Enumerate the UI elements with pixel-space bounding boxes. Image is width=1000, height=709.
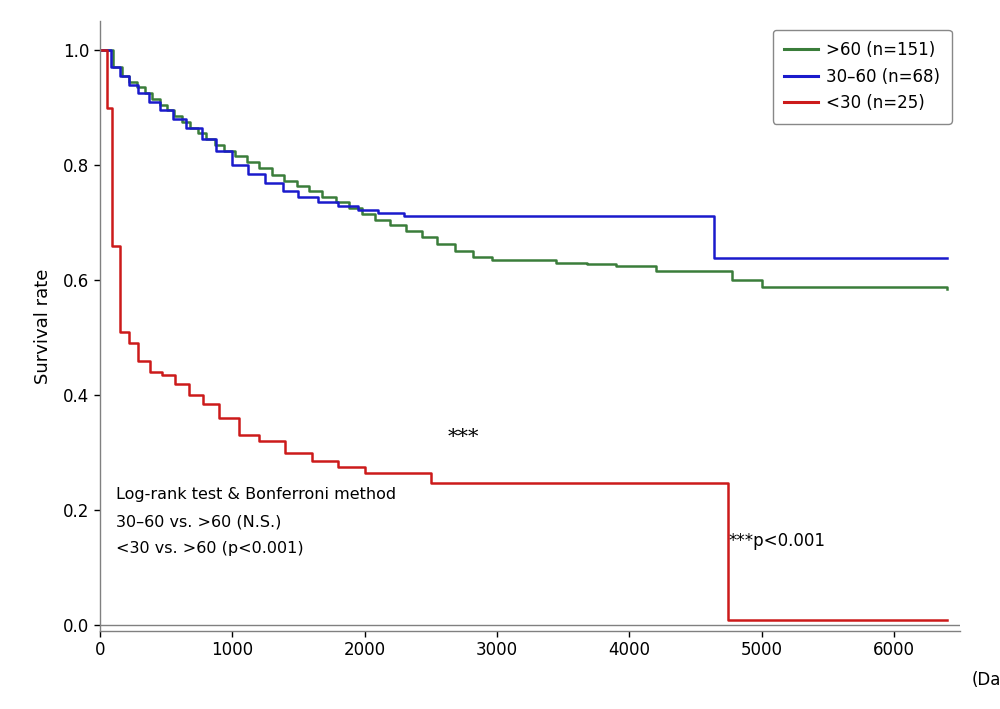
X-axis label: (Day): (Day)	[972, 671, 1000, 688]
Text: ***p<0.001: ***p<0.001	[728, 532, 825, 550]
Text: 30–60 vs. >60 (N.S.): 30–60 vs. >60 (N.S.)	[116, 514, 281, 529]
Text: Log-rank test & Bonferroni method: Log-rank test & Bonferroni method	[116, 487, 396, 502]
Y-axis label: Survival rate: Survival rate	[34, 269, 52, 384]
Text: ***: ***	[448, 428, 480, 447]
Legend: >60 (n=151), 30–60 (n=68), <30 (n=25): >60 (n=151), 30–60 (n=68), <30 (n=25)	[773, 30, 952, 123]
Text: <30 vs. >60 (p<0.001): <30 vs. >60 (p<0.001)	[116, 541, 304, 557]
